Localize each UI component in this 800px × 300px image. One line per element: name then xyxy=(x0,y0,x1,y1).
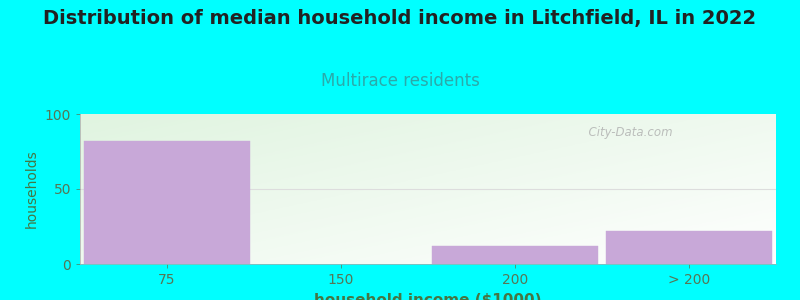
Bar xyxy=(606,231,772,264)
Text: Distribution of median household income in Litchfield, IL in 2022: Distribution of median household income … xyxy=(43,9,757,28)
Bar xyxy=(84,141,250,264)
Text: Multirace residents: Multirace residents xyxy=(321,72,479,90)
Bar xyxy=(432,246,598,264)
X-axis label: household income ($1000): household income ($1000) xyxy=(314,292,542,300)
Y-axis label: households: households xyxy=(25,150,39,228)
Text: City-Data.com: City-Data.com xyxy=(581,126,673,139)
